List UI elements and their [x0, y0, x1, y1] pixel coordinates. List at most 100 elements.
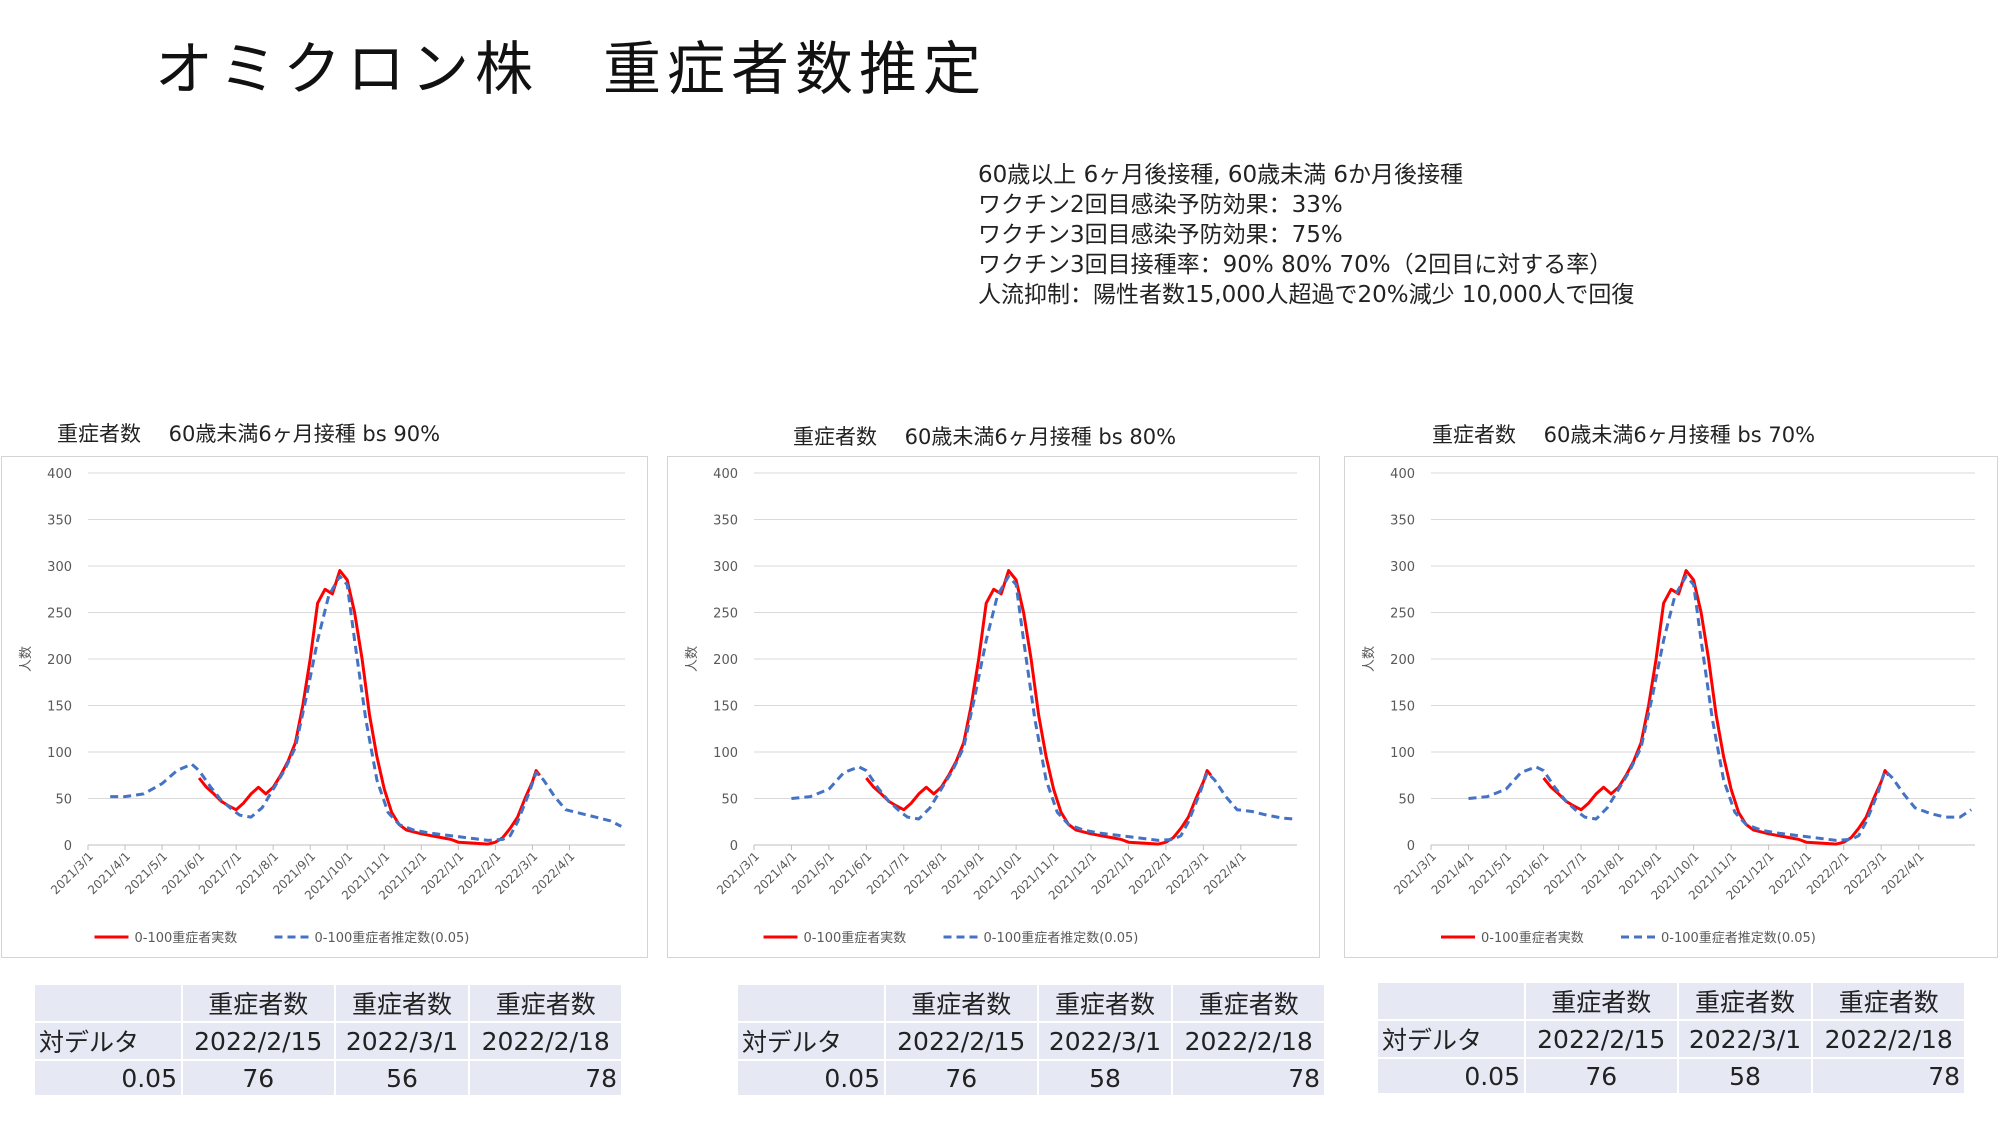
assumption-notes: 60歳以上 6ヶ月後接種, 60歳未満 6か月後接種 ワクチン2回目感染予防効果… — [978, 160, 1634, 310]
note-line: ワクチン3回目接種率：90% 80% 70%（2回目に対する率） — [978, 252, 1613, 278]
y-tick-label: 150 — [1390, 700, 1415, 715]
y-tick-label: 100 — [1390, 746, 1415, 761]
y-tick-label: 250 — [47, 607, 72, 622]
line-chart: 050100150200250300350400人数2021/3/12021/4… — [1362, 467, 1975, 946]
table-cell: 2022/3/1 — [335, 1023, 469, 1059]
y-axis-label: 人数 — [685, 646, 700, 672]
y-tick-label: 400 — [713, 467, 738, 482]
table-cell: 2022/2/18 — [1813, 1021, 1964, 1057]
table-cell — [738, 985, 884, 1021]
table-cell: 58 — [1038, 1061, 1172, 1095]
summary-table: 重症者数 重症者数 重症者数 対デルタ 2022/2/15 2022/3/1 2… — [1376, 981, 1966, 1095]
actual-series-line — [1542, 569, 1890, 846]
table-cell: 78 — [470, 1061, 621, 1095]
y-tick-label: 300 — [713, 560, 738, 575]
table-cell: 重症者数 — [1678, 983, 1812, 1019]
table-cell: 78 — [1173, 1061, 1324, 1095]
table-row: 対デルタ 2022/2/15 2022/3/1 2022/2/18 — [35, 1023, 621, 1059]
legend-label: 0-100重症者推定数(0.05) — [315, 930, 470, 946]
table-cell: 重症者数 — [1813, 983, 1964, 1019]
actual-series-line — [197, 569, 541, 846]
table-row: 0.05 76 58 78 — [738, 1061, 1324, 1095]
y-tick-label: 50 — [721, 793, 738, 808]
chart-title: 重症者数 60歳未満6ヶ月接種 bs 80% — [793, 425, 1177, 449]
table-cell — [1378, 983, 1524, 1019]
table-row: 対デルタ 2022/2/15 2022/3/1 2022/2/18 — [1378, 1021, 1964, 1057]
chart-area: 0 50 100 150 200 250 300 350 400 人数 2021/3/1 2021/4… — [1, 456, 648, 958]
table-cell: 対デルタ — [738, 1023, 884, 1059]
table-cell: 56 — [335, 1061, 469, 1095]
table-cell: 重症者数 — [183, 985, 334, 1021]
y-tick-label: 0 — [64, 839, 72, 854]
table-cell: 76 — [183, 1061, 334, 1095]
y-tick-label: 200 — [47, 653, 72, 668]
y-tick-label: 100 — [47, 746, 72, 761]
table-cell: 2022/2/15 — [183, 1023, 334, 1059]
table-cell: 対デルタ — [1378, 1021, 1524, 1057]
note-line: 人流抑制：陽性者数15,000人超過で20%減少 10,000人で回復 — [978, 282, 1635, 308]
table-cell: 2022/2/18 — [470, 1023, 621, 1059]
legend-label: 0-100重症者推定数(0.05) — [984, 930, 1139, 946]
table-header-row: 重症者数 重症者数 重症者数 — [738, 985, 1324, 1021]
table-cell: 対デルタ — [35, 1023, 181, 1059]
summary-table: 重症者数 重症者数 重症者数 対デルタ 2022/2/15 2022/3/1 2… — [736, 983, 1326, 1097]
y-tick-label: 0 — [1407, 839, 1415, 854]
table-row: 0.05 76 56 78 — [35, 1061, 621, 1095]
table-cell: 0.05 — [738, 1061, 884, 1095]
chart-title: 重症者数 60歳未満6ヶ月接種 bs 90% — [57, 422, 441, 446]
table-row: 対デルタ 2022/2/15 2022/3/1 2022/2/18 — [738, 1023, 1324, 1059]
table-cell: 2022/3/1 — [1038, 1023, 1172, 1059]
estimated-series-line — [1468, 574, 1973, 842]
y-tick-label: 0 — [730, 839, 738, 854]
table-cell: 76 — [1526, 1059, 1677, 1093]
table-cell: 重症者数 — [886, 985, 1037, 1021]
y-tick-label: 200 — [1390, 653, 1415, 668]
y-tick-label: 300 — [1390, 560, 1415, 575]
table-row: 0.05 76 58 78 — [1378, 1059, 1964, 1093]
table-cell — [35, 985, 181, 1021]
table-header-row: 重症者数 重症者数 重症者数 — [1378, 983, 1964, 1019]
y-tick-label: 350 — [47, 514, 72, 529]
table-cell: 重症者数 — [1173, 985, 1324, 1021]
page-title: オミクロン株 重症者数推定 — [155, 35, 988, 103]
legend-label: 0-100重症者実数 — [804, 930, 907, 946]
y-tick-label: 50 — [1398, 793, 1415, 808]
table-cell: 58 — [1678, 1059, 1812, 1093]
table-cell: 2022/2/15 — [886, 1023, 1037, 1059]
legend-label: 0-100重症者実数 — [1481, 930, 1584, 946]
line-chart: 050100150200250300350400人数2021/3/12021/4… — [685, 467, 1297, 946]
y-tick-label: 300 — [47, 560, 72, 575]
note-line: ワクチン3回目感染予防効果：75% — [978, 222, 1343, 248]
y-axis-label: 人数 — [1362, 646, 1377, 672]
line-chart: 050100150200250300350400人数2021/3/12021/4… — [19, 467, 625, 946]
actual-series-line — [865, 569, 1213, 846]
table-cell: 0.05 — [35, 1061, 181, 1095]
chart-area: 0 50 100 150 200 250 300 350 400 人数 2021/3/1 2021/4… — [667, 456, 1320, 958]
table-cell: 重症者数 — [1526, 983, 1677, 1019]
table-cell: 76 — [886, 1061, 1037, 1095]
legend-label: 0-100重症者推定数(0.05) — [1661, 930, 1816, 946]
y-tick-label: 250 — [713, 607, 738, 622]
table-cell: 重症者数 — [335, 985, 469, 1021]
table-cell: 0.05 — [1378, 1059, 1524, 1093]
summary-table: 重症者数 重症者数 重症者数 対デルタ 2022/2/15 2022/3/1 2… — [33, 983, 623, 1097]
y-tick-label: 100 — [713, 746, 738, 761]
y-tick-label: 50 — [55, 793, 72, 808]
y-tick-label: 250 — [1390, 607, 1415, 622]
table-cell: 2022/3/1 — [1678, 1021, 1812, 1057]
chart-area: 0 50 100 150 200 250 300 350 400 人数 2021/3/1 2021/4… — [1344, 456, 1998, 958]
table-cell: 2022/2/18 — [1173, 1023, 1324, 1059]
table-cell: 78 — [1813, 1059, 1964, 1093]
y-tick-label: 150 — [713, 700, 738, 715]
legend-label: 0-100重症者実数 — [135, 930, 238, 946]
y-tick-label: 150 — [47, 700, 72, 715]
y-tick-label: 350 — [1390, 514, 1415, 529]
estimated-series-line — [110, 574, 622, 842]
table-cell: 重症者数 — [1038, 985, 1172, 1021]
note-line: ワクチン2回目感染予防効果：33% — [978, 192, 1343, 218]
y-tick-label: 350 — [713, 514, 738, 529]
note-line: 60歳以上 6ヶ月後接種, 60歳未満 6か月後接種 — [978, 162, 1464, 188]
y-tick-label: 400 — [1390, 467, 1415, 482]
table-cell: 2022/2/15 — [1526, 1021, 1677, 1057]
estimated-series-line — [791, 574, 1294, 842]
